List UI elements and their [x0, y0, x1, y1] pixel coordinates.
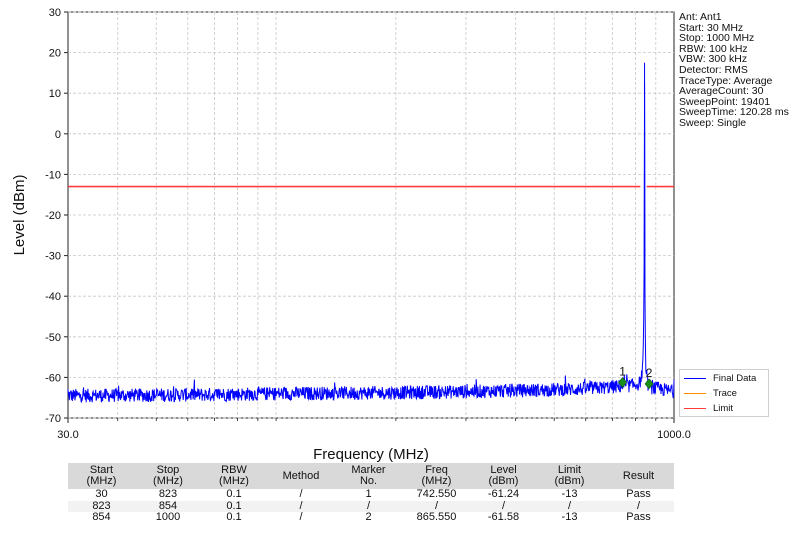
legend-label: Limit — [713, 402, 734, 414]
cell-level: / — [471, 500, 536, 512]
y-tick-label: -20 — [45, 210, 61, 222]
cell-freq: 865.550 — [416, 511, 457, 523]
y-tick-label: -40 — [45, 291, 61, 303]
marker-label: 1 — [619, 364, 626, 378]
cell-level: -61.58 — [487, 511, 520, 523]
cell-limit: / — [536, 500, 603, 512]
legend-item-final-data: Final Data — [680, 371, 768, 385]
y-tick-label: -70 — [45, 413, 61, 425]
legend-swatch — [684, 392, 706, 394]
cell-marker-no: / — [335, 500, 402, 512]
cell-result: Pass — [626, 511, 651, 523]
cell-method: / — [299, 488, 303, 500]
grid-lines — [68, 11, 674, 419]
info-line: Ant: Ant1 — [679, 11, 722, 23]
cell-limit: -13 — [561, 511, 578, 523]
cell-rbw: 0.1 — [226, 488, 242, 500]
cell-marker-no: 2 — [365, 511, 372, 523]
header-marker-no: Marker No. — [335, 463, 402, 489]
info-line: Sweep: Single — [679, 116, 747, 129]
cell-limit: -13 — [561, 488, 578, 500]
legend-swatch — [684, 407, 706, 409]
marker-diamond — [644, 378, 654, 390]
x-axis-label: Frequency (MHz) — [313, 446, 429, 462]
table-header-row: Start (MHz) Stop (MHz) RBW (MHz) Method Mar… — [68, 463, 674, 489]
info-line: Start: 30 MHz — [679, 21, 744, 34]
cell-stop: 854 — [135, 500, 201, 512]
cell-marker-no: 1 — [365, 488, 372, 500]
cell-start: 854 — [92, 511, 111, 523]
cell-rbw: 0.1 — [201, 500, 267, 512]
info-line: SweepPoint: 19401 — [679, 95, 771, 108]
y-tick-label: 20 — [49, 48, 61, 60]
cell-start: 823 — [68, 500, 135, 512]
table-row: 854 1000 0.1 / 2 865.550 -61.58 -13 Pass — [68, 511, 674, 524]
series-final-data — [67, 82, 675, 403]
legend-item-trace: Trace — [680, 386, 768, 400]
header-stop: Stop (MHz) — [135, 463, 201, 489]
cell-freq: 742.550 — [416, 488, 457, 500]
y-tick-label: 30 — [49, 7, 61, 19]
y-tick-label: -30 — [45, 251, 61, 263]
x-axis-ticks: 30.0 1000.0 — [57, 418, 691, 441]
y-axis-ticks: 30 20 10 0 -10 -20 -30 -40 -50 -60 -70 — [45, 7, 68, 425]
table-row: 30 823 0.1 / 1 742.550 -61.24 -13 Pass — [68, 488, 674, 501]
header-method: Method — [267, 463, 335, 489]
cell-level: -61.24 — [487, 488, 520, 500]
legend-label: Trace — [713, 387, 737, 399]
header-rbw: RBW (MHz) — [201, 463, 267, 489]
header-limit: Limit (dBm) — [536, 463, 603, 489]
header-level: Level (dBm) — [471, 463, 536, 489]
y-axis-label: Level (dBm) — [11, 175, 28, 256]
header-start: Start (MHz) — [68, 463, 135, 489]
cell-stop: 1000 — [155, 511, 181, 523]
series-layer — [67, 62, 675, 403]
cell-result: / — [603, 500, 674, 512]
info-line: VBW: 300 kHz — [679, 53, 748, 66]
cell-rbw: 0.1 — [226, 511, 242, 523]
table-row: 823 854 0.1 / / / / / / — [68, 500, 674, 512]
y-tick-label: -50 — [45, 332, 61, 344]
y-tick-label: -60 — [45, 372, 61, 384]
header-freq: Freq (MHz) — [402, 463, 471, 489]
info-line: Detector: RMS — [679, 63, 748, 76]
y-tick-label: -10 — [45, 169, 61, 181]
info-line: TraceType: Average — [679, 74, 773, 87]
legend-label: Final Data — [713, 372, 757, 384]
chart-legend: Final Data Trace Limit — [679, 369, 769, 417]
y-tick-label: 0 — [55, 129, 61, 141]
cell-freq: / — [402, 500, 471, 512]
cell-start: 30 — [95, 488, 108, 500]
results-table: Start (MHz) Stop (MHz) RBW (MHz) Method Mar… — [68, 463, 674, 524]
info-line: SweepTime: 120.28 ms — [679, 106, 789, 119]
x-tick-label: 30.0 — [57, 429, 78, 441]
cell-method: / — [267, 500, 335, 512]
x-tick-label: 1000.0 — [657, 429, 691, 441]
cell-method: / — [299, 511, 303, 523]
legend-swatch — [684, 377, 706, 379]
legend-item-limit: Limit — [680, 401, 768, 415]
header-result: Result — [603, 463, 674, 489]
info-line: Stop: 1000 MHz — [679, 32, 755, 45]
measurement-info-panel: Ant: Ant1 Start: 30 MHz Stop: 1000 MHz R… — [679, 12, 809, 129]
marker-diamond — [618, 376, 627, 388]
y-tick-label: 10 — [49, 88, 61, 100]
cell-stop: 823 — [158, 488, 178, 500]
cell-result: Pass — [626, 488, 651, 500]
marker-label: 2 — [646, 366, 653, 380]
info-line: AverageCount: 30 — [679, 85, 764, 98]
info-line: RBW: 100 kHz — [679, 42, 748, 55]
